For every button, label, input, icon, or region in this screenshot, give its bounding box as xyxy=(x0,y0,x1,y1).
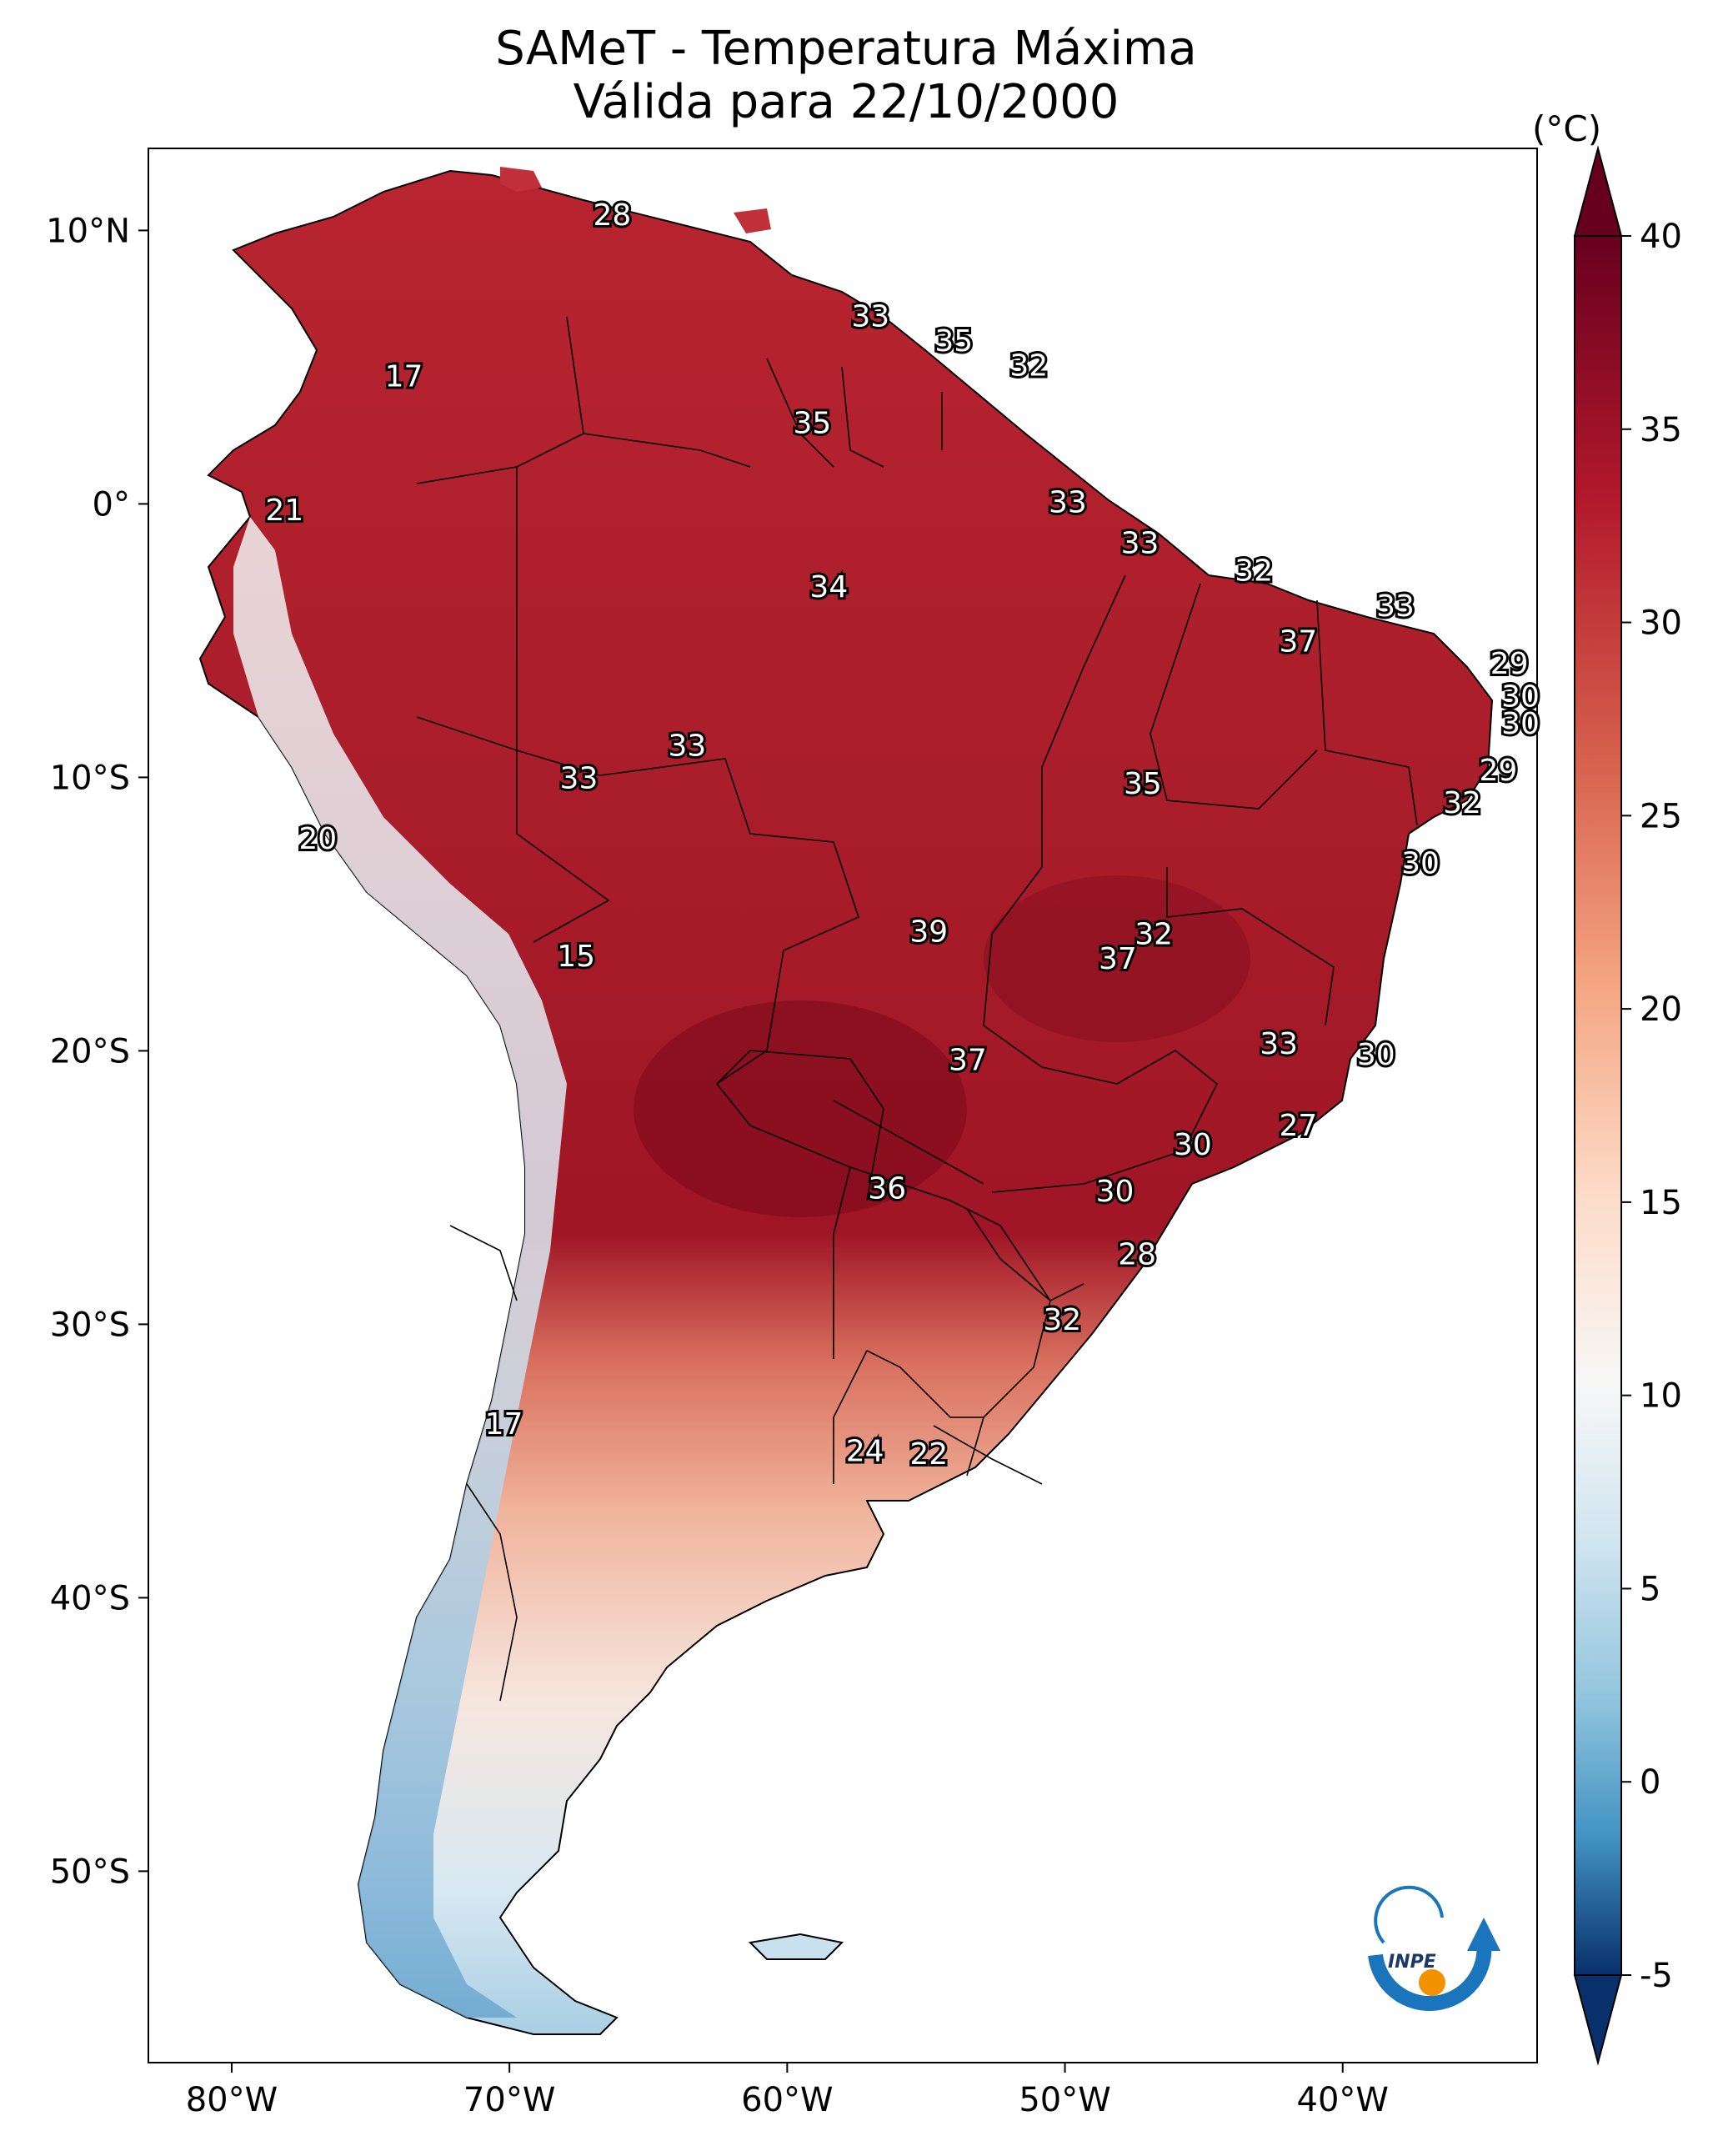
lat-tick-label: 10°S xyxy=(50,759,130,797)
lon-tick-label: 40°W xyxy=(1297,2081,1389,2119)
colorbar-tick-label: 20 xyxy=(1640,990,1682,1029)
map-title: SAMeT - Temperatura Máxima xyxy=(495,22,1197,76)
temperature-label: 30 xyxy=(1174,1128,1212,1162)
country-borders xyxy=(416,316,1418,1702)
heat-core xyxy=(984,875,1250,1042)
colorbar-tick-label: 35 xyxy=(1640,411,1682,449)
colorbar-tick-label: -5 xyxy=(1640,1957,1673,1995)
lat-tick-label: 20°S xyxy=(50,1032,130,1070)
lat-tick-label: 30°S xyxy=(50,1306,130,1344)
temperature-label: 35 xyxy=(793,406,831,440)
caribbean-island xyxy=(500,167,542,192)
colorbar-unit: (°C) xyxy=(1532,108,1602,149)
temperature-label: 17 xyxy=(385,360,423,394)
lat-tick-label: 40°S xyxy=(50,1579,130,1617)
lat-tick-label: 0° xyxy=(93,485,130,524)
colorbar-tick-label: 40 xyxy=(1640,218,1682,256)
lat-tick-label: 10°N xyxy=(46,212,130,250)
temperature-label: 33 xyxy=(1049,485,1087,519)
temperature-label: 29 xyxy=(1490,647,1529,681)
caribbean-island xyxy=(734,208,771,233)
colorbar-tick-label: 25 xyxy=(1640,797,1682,835)
andes-cool-band xyxy=(233,517,567,2018)
temperature-label: 17 xyxy=(485,1407,523,1442)
lat-tick-label: 50°S xyxy=(50,1853,130,1891)
temperature-label: 28 xyxy=(1118,1237,1156,1271)
colorbar-tick-label: 15 xyxy=(1640,1184,1682,1222)
temperature-label: 24 xyxy=(846,1435,884,1469)
temperature-label: 30 xyxy=(1401,846,1440,880)
temperature-label: 27 xyxy=(1280,1109,1318,1143)
temperature-label: 39 xyxy=(909,915,948,949)
temperature-label: 34 xyxy=(809,570,848,604)
temperature-label: 32 xyxy=(1235,554,1273,588)
temperature-label: 35 xyxy=(934,324,973,358)
falkland-islands xyxy=(748,1933,844,1960)
temperature-label: 30 xyxy=(1096,1175,1134,1209)
colorbar-tick-label: 10 xyxy=(1640,1377,1682,1416)
heat-core xyxy=(634,1000,967,1217)
temperature-label: 33 xyxy=(1376,589,1415,624)
colorbar-tick-label: 30 xyxy=(1640,604,1682,643)
colorbar-top-extend xyxy=(1573,145,1623,237)
colorbar-tick-label: 5 xyxy=(1640,1570,1660,1608)
temperature-label: 37 xyxy=(1099,942,1137,976)
temperature-label: 30 xyxy=(1501,707,1540,741)
temperature-label: 36 xyxy=(868,1172,906,1206)
temperature-label: 22 xyxy=(909,1437,948,1472)
temperature-label: 28 xyxy=(594,198,632,233)
temperature-label: 33 xyxy=(851,299,889,333)
temperature-label: 30 xyxy=(1501,679,1540,714)
colorbar-bottom-extend xyxy=(1573,1974,1623,2066)
colorbar-scale xyxy=(1574,235,1622,1976)
map-subtitle: Válida para 22/10/2000 xyxy=(573,75,1119,129)
temperature-label: 21 xyxy=(265,494,303,528)
temperature-label: 30 xyxy=(1357,1038,1395,1072)
temperature-label: 32 xyxy=(1043,1303,1081,1337)
temperature-label: 33 xyxy=(669,729,707,763)
temperature-label: 33 xyxy=(1121,527,1160,561)
temperature-label: 35 xyxy=(1124,767,1162,801)
inpe-logo: INPE xyxy=(1368,1885,1500,2011)
temperature-label: 15 xyxy=(557,940,595,974)
temperature-label: 20 xyxy=(298,822,337,856)
temperature-label: 32 xyxy=(1134,918,1173,952)
temperature-label: 37 xyxy=(949,1044,987,1078)
lon-tick-label: 50°W xyxy=(1019,2081,1110,2119)
temperature-label: 33 xyxy=(1260,1027,1298,1061)
lon-tick-label: 70°W xyxy=(463,2081,555,2119)
colorbar-tick-label: 0 xyxy=(1640,1763,1660,1802)
temperature-label: 33 xyxy=(560,762,599,796)
temperature-label: 32 xyxy=(1443,786,1481,820)
temperature-label: 37 xyxy=(1280,625,1318,659)
lon-tick-label: 60°W xyxy=(741,2081,833,2119)
temperature-label: 32 xyxy=(1009,348,1048,383)
temperature-label: 29 xyxy=(1479,754,1517,788)
colorbar: -5 0 5 10 15 20 25 30 35 40 xyxy=(1573,145,1682,2066)
lon-tick-label: 80°W xyxy=(186,2081,278,2119)
logo-text: INPE xyxy=(1388,1952,1436,1973)
